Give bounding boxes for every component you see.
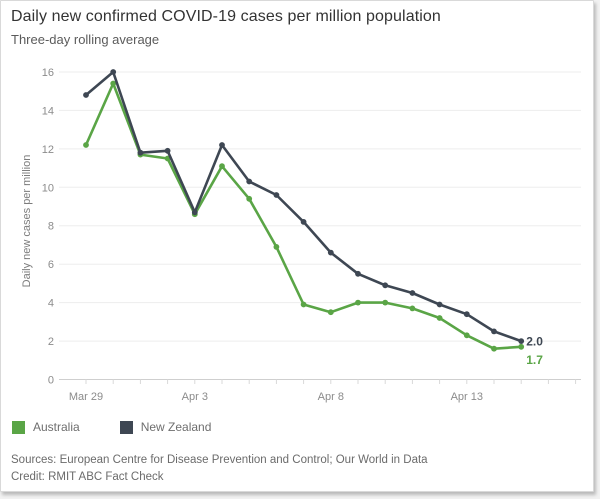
footer-sources: Sources: European Centre for Disease Pre… [11, 454, 428, 466]
new-zealand-color-swatch-icon [119, 420, 133, 434]
legend-item-australia: Australia [12, 420, 80, 434]
legend-label-new-zealand: New Zealand [140, 420, 212, 434]
footer: Sources: European Centre for Disease Pre… [11, 452, 586, 486]
footer-credit: Credit: RMIT ABC Fact Check [11, 471, 164, 483]
chart-card: Daily new confirmed COVID-19 cases per m… [0, 0, 594, 492]
svg-text:16: 16 [42, 67, 54, 79]
svg-text:4: 4 [48, 298, 54, 310]
legend-label-australia: Australia [33, 420, 80, 434]
svg-text:Apr 3: Apr 3 [182, 391, 208, 403]
svg-text:2.0: 2.0 [526, 335, 543, 349]
svg-text:Apr 13: Apr 13 [451, 391, 483, 403]
svg-text:1.7: 1.7 [526, 353, 543, 367]
svg-text:0: 0 [48, 375, 54, 387]
svg-text:Mar 29: Mar 29 [69, 391, 103, 403]
svg-text:2: 2 [48, 336, 54, 348]
legend: Australia New Zealand [12, 420, 251, 434]
svg-text:12: 12 [42, 144, 54, 156]
svg-text:10: 10 [42, 182, 54, 194]
chart-title: Daily new confirmed COVID-19 cases per m… [11, 8, 441, 25]
legend-item-new-zealand: New Zealand [119, 420, 212, 434]
line-chart: 0 2 4 6 8 10 12 14 16 Mar 29 Apr 3 Apr 8 Apr 13 1.7 2.… [42, 67, 581, 403]
svg-text:8: 8 [48, 221, 54, 233]
australia-color-swatch-icon [12, 420, 25, 434]
svg-text:14: 14 [42, 105, 54, 117]
svg-text:Apr 8: Apr 8 [318, 391, 344, 403]
svg-text:6: 6 [48, 259, 54, 271]
chart-subtitle: Three-day rolling average [11, 32, 160, 47]
